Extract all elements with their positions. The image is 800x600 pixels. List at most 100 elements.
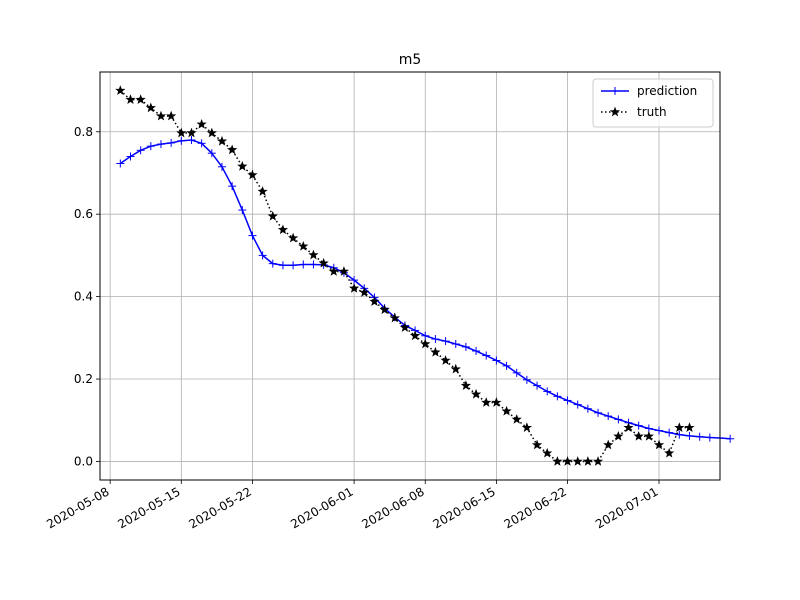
- truth-point: [684, 422, 695, 432]
- truth-point: [460, 380, 471, 390]
- truth-point: [237, 161, 248, 171]
- prediction-point: [309, 260, 318, 269]
- prediction-point: [197, 139, 206, 148]
- series-layer: [115, 85, 735, 466]
- truth-point: [379, 304, 390, 315]
- truth-point: [176, 127, 187, 138]
- truth-point: [328, 266, 339, 276]
- truth-point: [389, 312, 400, 323]
- truth-point: [166, 110, 177, 121]
- prediction-point: [563, 396, 572, 405]
- truth-point: [450, 363, 461, 374]
- prediction-point: [248, 231, 257, 240]
- truth-point: [674, 422, 685, 432]
- truth-point: [572, 456, 583, 466]
- prediction-point: [594, 408, 603, 417]
- truth-point: [145, 102, 156, 113]
- truth-point: [664, 447, 675, 458]
- prediction-point: [492, 356, 501, 365]
- truth-point: [653, 439, 665, 450]
- prediction-point: [268, 259, 277, 268]
- prediction-point: [533, 381, 542, 390]
- truth-point: [359, 287, 370, 297]
- prediction-point: [136, 146, 145, 155]
- prediction-point: [217, 162, 226, 171]
- prediction-point: [614, 415, 623, 424]
- truth-point: [125, 94, 136, 104]
- prediction-point: [553, 392, 562, 401]
- truth-point: [562, 456, 573, 466]
- truth-point: [481, 397, 492, 407]
- truth-point: [603, 439, 614, 450]
- truth-point: [135, 94, 146, 104]
- prediction-point: [126, 152, 135, 161]
- legend: prediction truth: [592, 78, 714, 128]
- truth-point: [186, 127, 197, 138]
- prediction-point: [573, 400, 582, 409]
- prediction-point: [705, 433, 714, 442]
- truth-point: [115, 85, 126, 95]
- prediction-point: [675, 430, 684, 439]
- truth-point: [288, 232, 299, 243]
- truth-point: [247, 169, 258, 180]
- truth-point: [531, 439, 543, 450]
- prediction-point: [167, 138, 176, 147]
- truth-point: [338, 266, 350, 276]
- prediction-point: [228, 182, 237, 191]
- truth-point: [582, 456, 593, 466]
- truth-point: [409, 330, 421, 341]
- truth-point: [257, 186, 268, 196]
- truth-point: [623, 422, 634, 432]
- prediction-point: [482, 351, 491, 360]
- truth-point: [216, 135, 228, 146]
- prediction-point: [258, 251, 267, 260]
- truth-point: [491, 397, 502, 407]
- prediction-point: [299, 260, 308, 269]
- prediction-point: [289, 261, 298, 270]
- prediction-point: [634, 421, 643, 430]
- truth-point: [308, 249, 319, 260]
- prediction-point: [451, 340, 460, 348]
- truth-point: [196, 118, 207, 129]
- y-tick-label: 0.8: [74, 125, 93, 139]
- truth-point: [609, 106, 621, 117]
- truth-point: [227, 144, 238, 155]
- prediction-point: [543, 387, 552, 396]
- truth-point: [277, 224, 289, 235]
- truth-point: [267, 210, 278, 221]
- truth-point: [511, 414, 522, 424]
- truth-point: [369, 296, 380, 306]
- prediction-point: [187, 136, 196, 144]
- truth-point: [155, 110, 167, 121]
- truth-point: [542, 447, 553, 458]
- prediction-point: [726, 434, 735, 443]
- prediction-point: [522, 375, 531, 384]
- y-tick-label: 0.6: [74, 207, 93, 221]
- truth-point: [206, 127, 217, 138]
- prediction-point: [665, 428, 674, 437]
- prediction-point: [583, 404, 592, 413]
- prediction-point: [655, 426, 664, 435]
- truth-point: [420, 338, 431, 349]
- prediction-point: [421, 331, 430, 340]
- prediction-point: [238, 206, 247, 215]
- prediction-point: [685, 431, 694, 440]
- truth-markers: [115, 85, 695, 466]
- prediction-point: [441, 337, 450, 346]
- y-tick-label: 0.2: [74, 372, 93, 386]
- truth-point: [440, 355, 451, 365]
- prediction-point: [611, 87, 619, 95]
- truth-point: [349, 283, 360, 293]
- y-tick-label: 0.0: [74, 454, 93, 468]
- prediction-point: [116, 159, 125, 168]
- prediction-point: [278, 261, 287, 270]
- prediction-point: [472, 347, 481, 356]
- chart-title: m5: [399, 52, 422, 68]
- prediction-point: [177, 136, 186, 145]
- prediction-point: [604, 412, 613, 421]
- prediction-point: [461, 342, 470, 351]
- prediction-point: [146, 142, 155, 151]
- truth-point: [399, 322, 411, 332]
- truth-point: [643, 430, 654, 441]
